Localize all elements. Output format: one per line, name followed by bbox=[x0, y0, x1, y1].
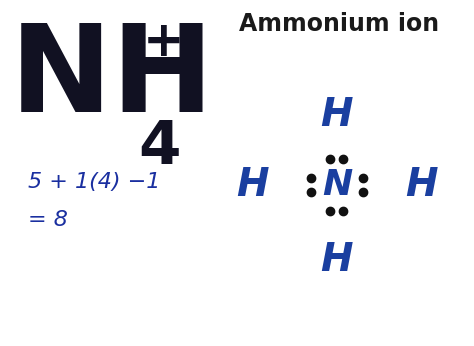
Text: 5 + 1(4) −1: 5 + 1(4) −1 bbox=[28, 172, 161, 192]
Text: NH: NH bbox=[9, 20, 214, 137]
Text: H: H bbox=[321, 96, 353, 134]
Text: +: + bbox=[142, 18, 184, 66]
Text: 4: 4 bbox=[138, 118, 181, 177]
Text: H: H bbox=[321, 241, 353, 279]
Text: H: H bbox=[237, 166, 269, 204]
Text: Ammonium ion: Ammonium ion bbox=[238, 12, 439, 36]
Text: = 8: = 8 bbox=[28, 210, 68, 230]
Text: N: N bbox=[322, 168, 352, 202]
Text: H: H bbox=[405, 166, 438, 204]
